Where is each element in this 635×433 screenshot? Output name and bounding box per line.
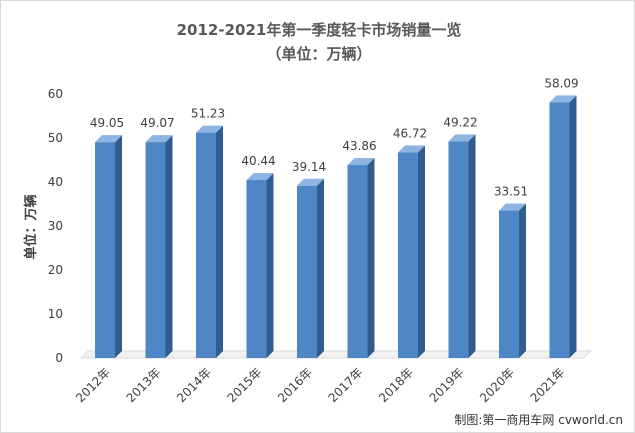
bar-front [499,210,519,358]
bar [549,95,577,359]
x-tick-label: 2015年 [225,365,265,405]
data-label: 43.86 [342,139,376,153]
x-tick-label: 2020年 [477,365,517,405]
bar-top [95,135,122,143]
chart-title: 2012-2021年第一季度轻卡市场销量一览 [177,21,462,39]
data-label: 49.05 [90,116,124,130]
bar-front [95,142,115,358]
bar-top [297,178,324,186]
bar-front [549,102,570,359]
bar-side [569,95,577,359]
bar-top [145,135,173,143]
bar-top [246,173,274,181]
y-axis: 0 10 20 30 40 50 60 [48,87,63,365]
data-label: 40.44 [241,154,275,168]
bar-side [418,145,425,358]
bar-front [347,165,368,358]
data-labels: 49.05 49.07 51.23 40.44 39.14 43.86 46.72 49.22… [90,76,579,198]
bar-side [165,135,173,358]
x-tick-label: 2013年 [124,365,164,405]
bar-side [468,134,476,358]
y-tick-label: 20 [48,263,63,277]
bar [448,134,476,358]
bar [246,173,274,358]
x-tick-label: 2012年 [73,365,113,405]
x-tick-label: 2018年 [376,365,416,405]
data-label: 33.51 [494,185,528,199]
bar [499,203,526,358]
bar-front [398,152,418,358]
y-tick-label: 30 [48,219,63,233]
bar-side [266,173,274,358]
data-label: 58.09 [544,76,578,90]
x-tick-label: 2021年 [528,365,568,405]
y-tick-label: 50 [48,131,63,145]
bar-side [216,125,223,358]
data-label: 39.14 [292,160,326,174]
bar-series [95,95,577,359]
bar [95,135,122,358]
bar-top [549,95,577,103]
data-label: 51.23 [191,107,225,121]
x-axis: 2012年 2013年 2014年 2015年 2016年 2017年 2018年 2019年… [73,365,567,405]
bar-top [347,158,375,166]
bar-front [246,180,267,358]
bar-side [367,158,375,358]
bar-front [297,185,317,358]
bar [347,158,375,358]
x-tick-label: 2014年 [174,365,214,405]
data-label: 49.07 [140,116,174,130]
bar-front [196,132,216,358]
bar [145,135,173,358]
bar-top [196,125,223,133]
x-tick-label: 2017年 [326,365,366,405]
y-tick-label: 60 [48,87,63,101]
bar-top [398,145,425,153]
watermark: 制图:第一商用车网 cvworld.cn [454,412,623,427]
data-label: 49.22 [443,115,477,129]
bar-top [499,203,526,211]
y-tick-label: 40 [48,175,63,189]
bar-front [145,142,166,358]
bar [196,125,223,358]
bar-top [448,134,476,142]
y-tick-label: 10 [48,307,63,321]
bar [297,178,324,358]
y-axis-label: 单位：万辆 [23,194,39,259]
bar-side [519,203,526,358]
y-tick-label: 0 [55,351,63,365]
bar-side [317,178,324,358]
x-tick-label: 2016年 [275,365,315,405]
chart-subtitle: （单位：万辆） [266,45,371,63]
bar-side [115,135,122,358]
data-label: 46.72 [393,126,427,140]
bar-front [448,141,469,358]
x-tick-label: 2019年 [427,365,467,405]
bar [398,145,425,358]
